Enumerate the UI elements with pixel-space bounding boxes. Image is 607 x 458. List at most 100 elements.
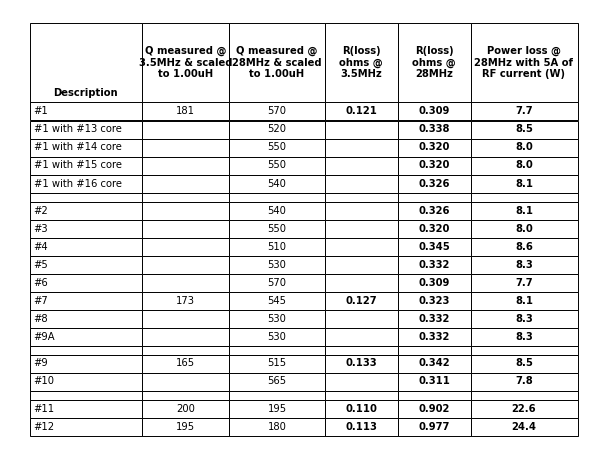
Bar — [398, 291, 470, 310]
Bar — [325, 219, 398, 238]
Text: 0.311: 0.311 — [418, 376, 450, 387]
Bar — [30, 418, 141, 436]
Bar — [470, 202, 577, 219]
Bar — [141, 157, 229, 174]
Bar — [398, 310, 470, 327]
Bar — [141, 291, 229, 310]
Bar — [30, 273, 141, 291]
Bar — [30, 192, 141, 202]
Text: 550: 550 — [268, 224, 287, 234]
Bar — [470, 192, 577, 202]
Bar — [470, 103, 577, 120]
Text: #1 with #16 core: #1 with #16 core — [33, 179, 121, 189]
Text: 550: 550 — [268, 142, 287, 153]
Text: 0.320: 0.320 — [418, 160, 450, 170]
Bar — [398, 174, 470, 192]
Text: 530: 530 — [268, 260, 287, 269]
Text: 0.133: 0.133 — [345, 359, 377, 369]
Bar — [229, 418, 325, 436]
Text: 510: 510 — [268, 241, 287, 251]
Bar — [229, 120, 325, 138]
Text: #4: #4 — [33, 241, 48, 251]
Bar — [470, 120, 577, 138]
Text: R(loss)
ohms @
3.5MHz: R(loss) ohms @ 3.5MHz — [339, 46, 383, 79]
Bar — [470, 256, 577, 273]
Text: 0.121: 0.121 — [345, 107, 377, 116]
Bar — [470, 157, 577, 174]
Bar — [141, 103, 229, 120]
Text: #8: #8 — [33, 313, 48, 323]
Bar — [141, 310, 229, 327]
Text: 0.977: 0.977 — [418, 421, 450, 431]
Text: Q measured @
3.5MHz & scaled
to 1.00uH: Q measured @ 3.5MHz & scaled to 1.00uH — [139, 46, 232, 79]
Bar — [470, 345, 577, 354]
Text: 181: 181 — [176, 107, 195, 116]
Bar — [470, 238, 577, 256]
Bar — [229, 202, 325, 219]
Text: 8.0: 8.0 — [515, 142, 533, 153]
Text: 570: 570 — [268, 107, 287, 116]
Text: #1: #1 — [33, 107, 48, 116]
Bar — [229, 372, 325, 391]
Text: 8.3: 8.3 — [515, 313, 533, 323]
Bar — [325, 174, 398, 192]
Bar — [141, 174, 229, 192]
Bar — [229, 138, 325, 157]
Bar — [141, 418, 229, 436]
Text: 540: 540 — [268, 179, 287, 189]
Text: 195: 195 — [176, 421, 195, 431]
Text: #2: #2 — [33, 206, 48, 216]
Bar — [141, 345, 229, 354]
Bar — [141, 120, 229, 138]
Text: 8.1: 8.1 — [515, 179, 533, 189]
Text: 570: 570 — [268, 278, 287, 288]
Bar — [470, 138, 577, 157]
Text: #5: #5 — [33, 260, 48, 269]
Bar — [398, 219, 470, 238]
Text: #1 with #13 core: #1 with #13 core — [33, 125, 121, 135]
Text: 550: 550 — [268, 160, 287, 170]
Text: 0.113: 0.113 — [345, 421, 377, 431]
Bar — [141, 256, 229, 273]
Bar — [141, 372, 229, 391]
Bar — [30, 256, 141, 273]
Text: 0.345: 0.345 — [418, 241, 450, 251]
Text: #9A: #9A — [33, 332, 55, 342]
Text: 8.1: 8.1 — [515, 206, 533, 216]
Text: #11: #11 — [33, 403, 55, 414]
Bar — [470, 174, 577, 192]
Bar — [325, 391, 398, 399]
Bar — [325, 345, 398, 354]
Bar — [229, 256, 325, 273]
Text: 520: 520 — [268, 125, 287, 135]
Text: 0.127: 0.127 — [345, 295, 377, 305]
Bar — [229, 174, 325, 192]
Text: 0.320: 0.320 — [418, 142, 450, 153]
Text: 540: 540 — [268, 206, 287, 216]
Bar — [325, 399, 398, 418]
Bar — [398, 273, 470, 291]
Bar — [325, 138, 398, 157]
Bar — [470, 418, 577, 436]
Bar — [398, 327, 470, 345]
Bar — [325, 103, 398, 120]
Text: 530: 530 — [268, 332, 287, 342]
Bar — [325, 192, 398, 202]
Bar — [325, 273, 398, 291]
Text: 530: 530 — [268, 313, 287, 323]
Bar — [325, 372, 398, 391]
Bar — [229, 345, 325, 354]
Text: #1 with #14 core: #1 with #14 core — [33, 142, 121, 153]
Bar — [141, 138, 229, 157]
Bar — [229, 310, 325, 327]
Text: 0.309: 0.309 — [418, 278, 450, 288]
Bar — [141, 219, 229, 238]
Bar — [470, 391, 577, 399]
Text: #1 with #15 core: #1 with #15 core — [33, 160, 121, 170]
Bar — [30, 399, 141, 418]
Bar — [30, 157, 141, 174]
Bar — [470, 354, 577, 372]
Bar — [398, 345, 470, 354]
Bar — [30, 103, 141, 120]
Text: 8.5: 8.5 — [515, 359, 533, 369]
